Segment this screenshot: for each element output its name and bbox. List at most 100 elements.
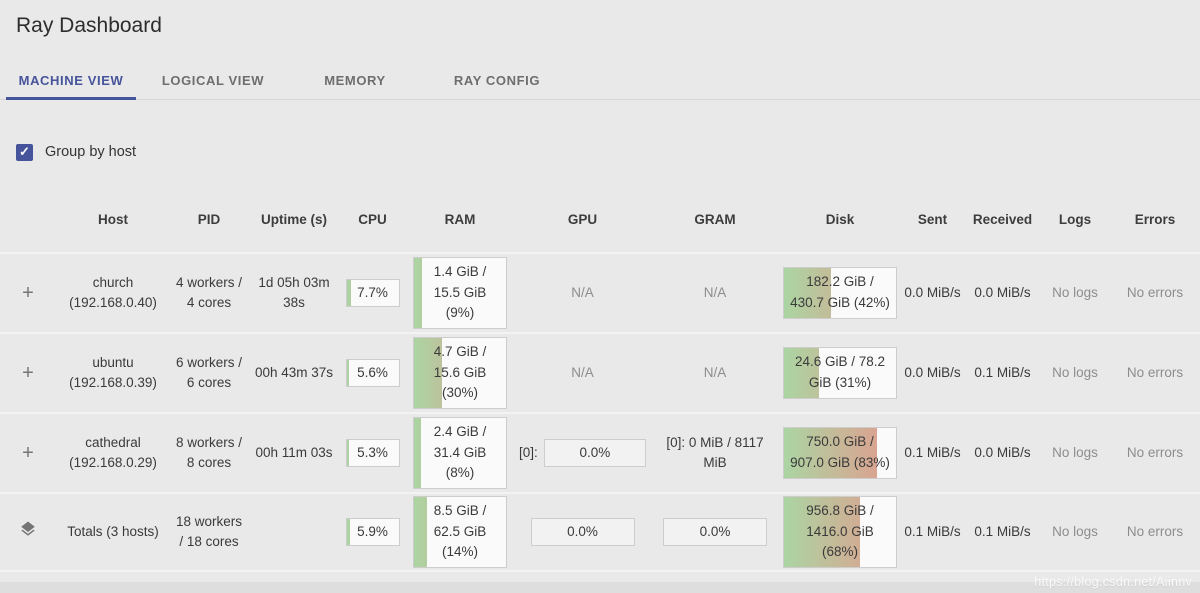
gpu-usage-box-value: 0.0%: [567, 523, 598, 539]
gpu-usage-box: 0.0%: [530, 517, 635, 547]
logs-cell: No logs: [1052, 444, 1098, 460]
ram-cell: 8.5 GiB / 62.5 GiB (14%): [405, 495, 515, 569]
logs-cell: No logs: [1052, 523, 1098, 539]
cpu-usage-box-value: 5.9%: [357, 523, 388, 539]
header-cell-received: Received: [972, 211, 1033, 227]
header-cell-gram: GRAM: [694, 211, 736, 227]
plus-icon[interactable]: +: [22, 362, 34, 384]
gram-na-value: N/A: [703, 364, 727, 380]
cpu-usage-box: 5.6%: [345, 358, 400, 388]
errors-cell: No errors: [1126, 364, 1184, 380]
ram-cell: 2.4 GiB / 31.4 GiB (8%): [405, 416, 515, 490]
gpu-na-value: N/A: [571, 284, 594, 300]
ram-usage-box: 2.4 GiB / 31.4 GiB (8%): [413, 416, 507, 490]
cpu-usage-box-value: 5.6%: [357, 364, 388, 380]
usage-fill-bar: [346, 439, 350, 467]
usage-fill-bar: [346, 518, 350, 546]
disk-cell: 182.2 GiB / 430.7 GiB (42%): [780, 267, 900, 319]
errors-cell: No errors: [1126, 444, 1184, 460]
uptime-cell: 00h 43m 37s: [254, 364, 334, 380]
ram-cell: 1.4 GiB / 15.5 GiB (9%): [405, 256, 515, 330]
ram-usage-box-value: 1.4 GiB / 15.5 GiB (9%): [433, 263, 487, 321]
usage-fill-bar: [784, 428, 877, 478]
gram-text-value: [0]: 0 MiB / 8117 MiB: [666, 434, 764, 470]
host-name: ubuntu: [92, 354, 134, 370]
sent-cell: 0.0 MiB/s: [904, 364, 961, 380]
disk-cell: 24.6 GiB / 78.2 GiB (31%): [780, 347, 900, 399]
cpu-usage-box: 5.3%: [345, 438, 400, 468]
group-by-host-control: ✓ Group by host: [16, 142, 1200, 162]
plus-icon[interactable]: +: [22, 282, 34, 304]
table-row: + ubuntu (192.168.0.39) 6 workers / 6 cores…: [0, 332, 1200, 412]
host-cell: church (192.168.0.40): [56, 273, 170, 314]
row-icon-cell: +: [0, 283, 56, 303]
cpu-cell: 5.9%: [340, 517, 405, 547]
disk-usage-box-value: 182.2 GiB / 430.7 GiB (42%): [790, 274, 890, 310]
cpu-cell: 5.6%: [340, 358, 405, 388]
gram-cell: N/A: [650, 363, 780, 383]
disk-usage-box-value: 956.8 GiB / 1416.0 GiB (68%): [806, 502, 874, 560]
layers-icon: [19, 520, 37, 544]
pid-cell: 4 workers / 4 cores: [175, 274, 243, 310]
host-name: cathedral: [85, 434, 141, 450]
row-icon-cell: [0, 520, 56, 544]
bottom-strip: [0, 582, 1200, 593]
received-cell: 0.0 MiB/s: [974, 284, 1031, 300]
errors-cell: No errors: [1126, 284, 1184, 300]
gram-usage-box-value: 0.0%: [699, 523, 731, 539]
usage-fill-bar: [414, 417, 422, 489]
errors-cell: No errors: [1126, 523, 1184, 539]
cpu-usage-box: 5.9%: [345, 517, 400, 547]
ram-cell: 4.7 GiB / 15.6 GiB (30%): [405, 336, 515, 410]
uptime-cell: 1d 05h 03m 38s: [258, 274, 330, 310]
table-header-row: Host PID Uptime (s) CPU RAM GPU GRAM Disk Sent Re…: [0, 188, 1200, 252]
cpu-usage-box-value: 7.7%: [357, 284, 388, 300]
host-cell: cathedral (192.168.0.29): [56, 433, 170, 474]
header-cell-errors: Errors: [1134, 211, 1176, 227]
usage-fill-bar: [414, 496, 427, 568]
tab-memory[interactable]: MEMORY: [324, 73, 386, 88]
pid-cell: 8 workers / 8 cores: [175, 434, 243, 470]
gpu-cell: [0]: 0.0%: [515, 438, 650, 468]
page-title: Ray Dashboard: [16, 14, 162, 37]
disk-usage-box-value: 24.6 GiB / 78.2 GiB (31%): [794, 354, 886, 390]
disk-usage-box: 750.0 GiB / 907.0 GiB (83%): [783, 427, 897, 479]
tab-logical-view[interactable]: LOGICAL VIEW: [161, 73, 265, 88]
gpu-cell: N/A: [515, 283, 650, 303]
disk-cell: 956.8 GiB / 1416.0 GiB (68%): [780, 495, 900, 569]
table-row: Totals (3 hosts) 18 workers / 18 cores 5.9…: [0, 492, 1200, 572]
header-cell-gpu: GPU: [567, 211, 598, 227]
received-cell: 0.1 MiB/s: [974, 523, 1031, 539]
gpu-index-label: [0]:: [519, 444, 538, 460]
group-by-host-checkbox[interactable]: ✓: [16, 143, 33, 161]
gram-cell: 0.0%: [650, 517, 780, 547]
sent-cell: 0.0 MiB/s: [904, 284, 961, 300]
host-cell: ubuntu (192.168.0.39): [56, 353, 170, 394]
pid-cell: 18 workers / 18 cores: [175, 513, 243, 549]
header-cell-logs: Logs: [1058, 211, 1092, 227]
plus-icon[interactable]: +: [22, 442, 34, 464]
logs-cell: No logs: [1052, 364, 1098, 380]
table-row: + cathedral (192.168.0.29) 8 workers / 8 co…: [0, 412, 1200, 492]
cpu-cell: 7.7%: [340, 278, 405, 308]
ram-usage-box: 8.5 GiB / 62.5 GiB (14%): [413, 495, 507, 569]
watermark: https://blog.csdn.net/Aiinnv: [1034, 575, 1192, 589]
table-body: + church (192.168.0.40) 4 workers / 4 cores…: [0, 252, 1200, 572]
ram-usage-box: 1.4 GiB / 15.5 GiB (9%): [413, 256, 507, 330]
group-by-host-label: Group by host: [45, 144, 137, 160]
uptime-cell: 00h 11m 03s: [255, 444, 333, 460]
tab-ray-config[interactable]: RAY CONFIG: [453, 73, 541, 88]
machine-table: Host PID Uptime (s) CPU RAM GPU GRAM Disk Sent Re…: [0, 188, 1200, 572]
tab-machine-view[interactable]: MACHINE VIEW: [0, 62, 142, 100]
host-ip: (192.168.0.40): [69, 295, 157, 310]
header-cell-uptime-s-: Uptime (s): [260, 211, 327, 227]
usage-fill-bar: [346, 279, 351, 307]
gram-cell: N/A: [650, 283, 780, 303]
gram-usage-box: 0.0%: [663, 517, 767, 547]
gram-na-value: N/A: [703, 284, 727, 300]
host-ip: (192.168.0.29): [69, 455, 157, 470]
gpu-usage-box: 0.0%: [543, 438, 646, 468]
header-cell-sent: Sent: [917, 211, 948, 227]
table-row: + church (192.168.0.40) 4 workers / 4 cores…: [0, 252, 1200, 332]
disk-cell: 750.0 GiB / 907.0 GiB (83%): [780, 427, 900, 479]
